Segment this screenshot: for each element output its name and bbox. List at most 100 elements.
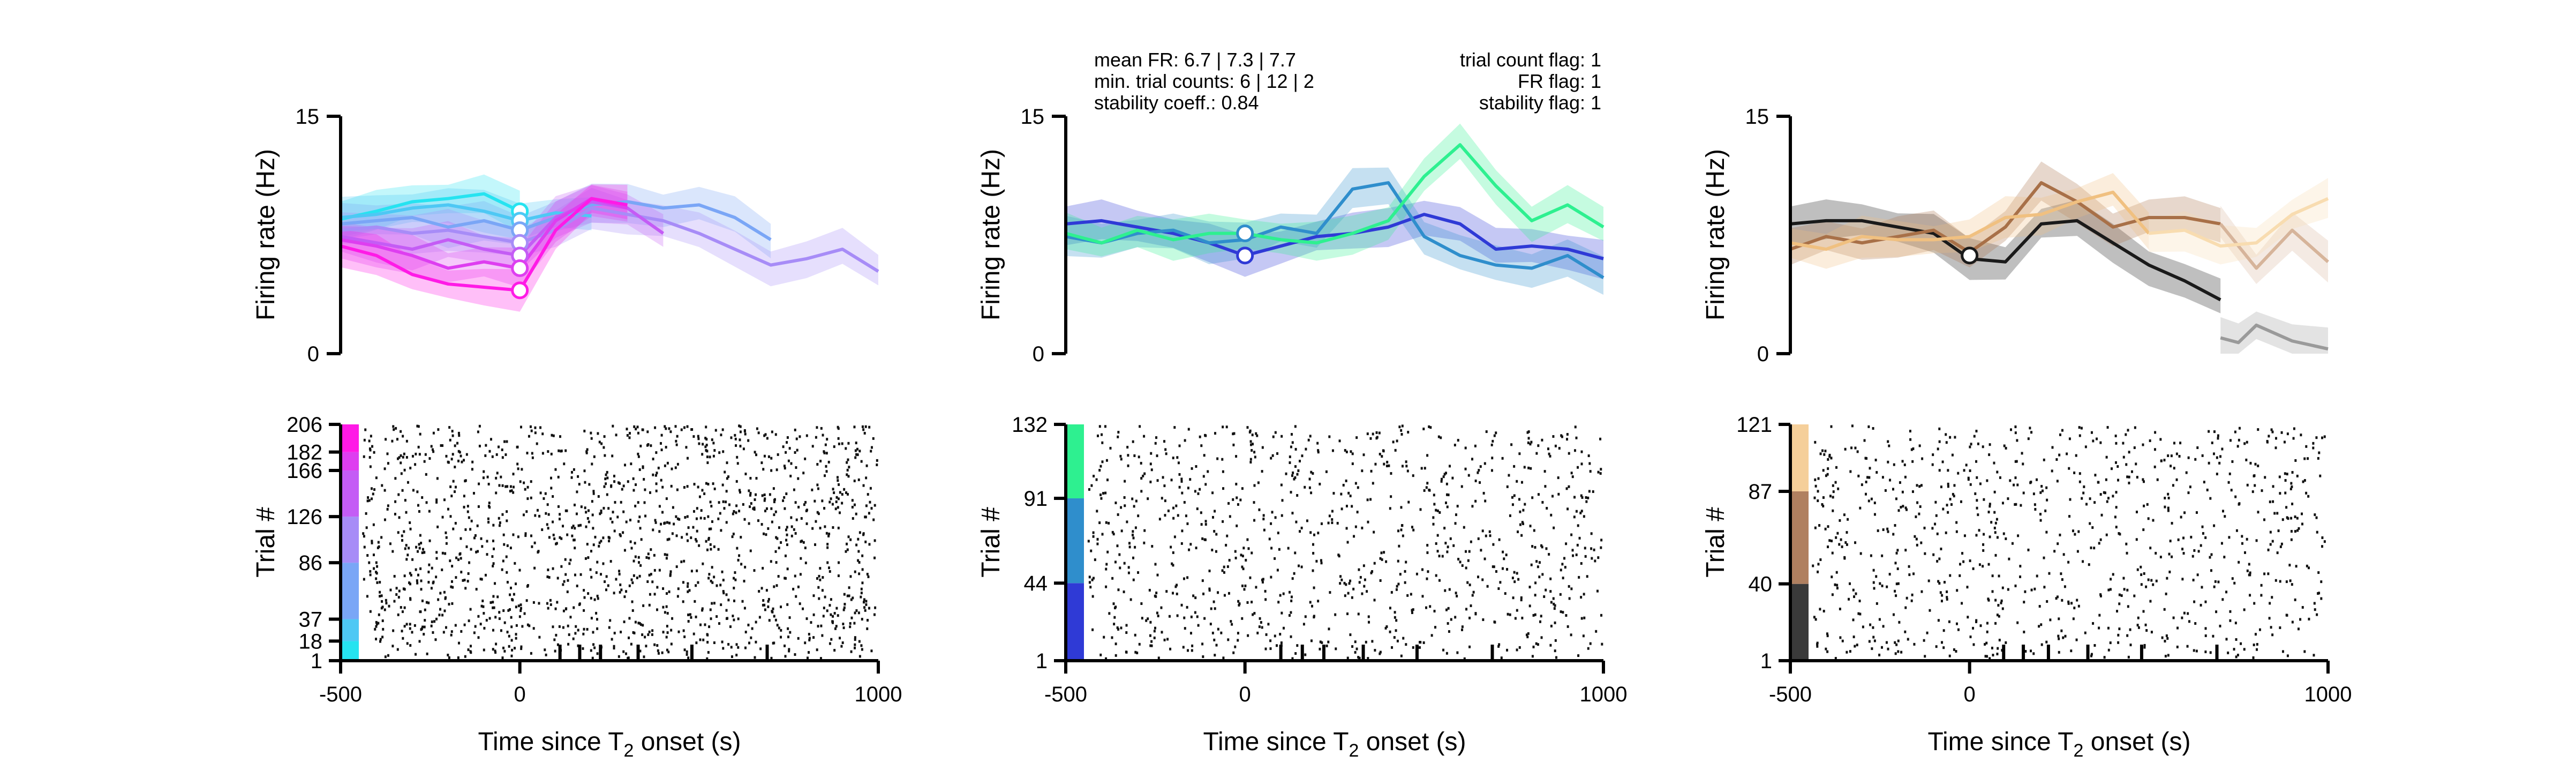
spike-dot [1480,549,1482,552]
spike-dot [2045,640,2048,644]
spike-dot [1297,469,1300,472]
spike-dot [1096,434,1099,437]
spike-dot [1544,485,1547,488]
spike-dot [1199,488,1201,491]
spike-dot [1983,498,1985,501]
spike-dot [440,444,442,447]
spike-dot [857,550,860,553]
spike-dot [435,575,438,579]
spike-dot [825,452,828,455]
spike-dot [1128,542,1131,545]
spike-dot [1846,543,1848,546]
spike-dot [1172,517,1175,520]
spike-dot [1394,616,1396,619]
spike-dot [1828,455,1831,458]
spike-dot [1576,543,1579,547]
spike-dot [732,533,735,536]
panel-2: mean FR: 6.7 | 7.3 | 7.7 min. trial coun… [977,49,1627,761]
spike-dot [477,550,479,553]
spike-dot [835,607,838,610]
spike-dot [592,492,595,495]
spike-dot [1508,474,1510,477]
spike-dot [552,533,555,536]
spike-dot [406,481,409,484]
spike-dot [643,501,646,504]
spike-dot [2078,426,2081,429]
spike-dot [1974,492,1977,495]
spike-dot [662,605,665,609]
spike-dot [1577,524,1579,527]
spike-dot [2143,646,2146,649]
spike-dot [797,505,800,509]
spike-dot [847,442,850,445]
spike-dot [2039,491,2042,494]
raster-xtick-label: -500 [1044,683,1087,706]
spike-dot [1345,450,1348,453]
spike-dot [1105,459,1108,462]
spike-dot [653,593,656,596]
spike-dot [2317,457,2319,460]
spike-dot [486,475,489,479]
spike-dot [377,541,380,544]
spike-dot [466,505,469,508]
spike-dot [1580,596,1583,599]
spike-dot [476,524,479,527]
spike-dot [1464,446,1467,450]
spike-dot [823,507,826,510]
spike-dot [506,519,508,522]
spike-dot [1546,506,1548,510]
spike-dot [2027,437,2030,440]
spike-dot [2204,536,2207,539]
spike-dot [780,541,782,544]
spike-dot [378,613,380,616]
spike-dot [1291,441,1294,444]
spike-dot [2107,626,2110,630]
spike-dot [687,539,689,542]
spike-dot [1589,470,1592,473]
spike-dot [661,651,664,654]
spike-dot [1878,653,1881,656]
spike-dot [479,578,482,581]
spike-dot [582,647,584,650]
spike-dot [516,445,518,448]
spike-dot [1123,562,1126,565]
spike-dot [1153,636,1156,639]
spike-dot [2319,474,2322,477]
spike-dot [2005,641,2007,644]
spike-dot [1372,482,1374,485]
spike-dot [2193,549,2196,552]
spike-dot [1137,571,1140,574]
spike-dot [2016,621,2019,624]
spike-dot [1590,532,1593,535]
spike-dot [538,636,541,639]
spike-dot [576,490,578,494]
spike-dot [2160,459,2163,462]
spike-dot [1395,619,1398,622]
spike-dot [1486,585,1489,588]
spike-dot [1433,494,1435,497]
spike-dot [1261,470,1263,473]
spike-dot [657,466,660,469]
spike-dot [700,509,703,512]
spike-dot [1948,654,1951,657]
spike-dot [1474,499,1477,503]
spike-dot [705,425,707,429]
spike-dot [1240,554,1242,557]
spike-dot [460,537,462,540]
spike-dot [1873,513,1876,516]
spike-dot [774,618,777,622]
spike-dot [1817,570,1819,573]
spike-dot [2168,570,2171,573]
spike-dot [1830,425,1833,428]
spike-dot [1426,544,1429,547]
spike-dot [643,655,645,659]
spike-dot [1470,604,1472,607]
spike-dot [1563,557,1565,560]
spike-dot [487,482,490,485]
spike-dot [1176,456,1179,459]
spike-dot [764,608,766,611]
raster-xtick-label: 0 [514,683,526,706]
spike-dot [648,603,651,607]
spike-dot [1260,621,1262,624]
